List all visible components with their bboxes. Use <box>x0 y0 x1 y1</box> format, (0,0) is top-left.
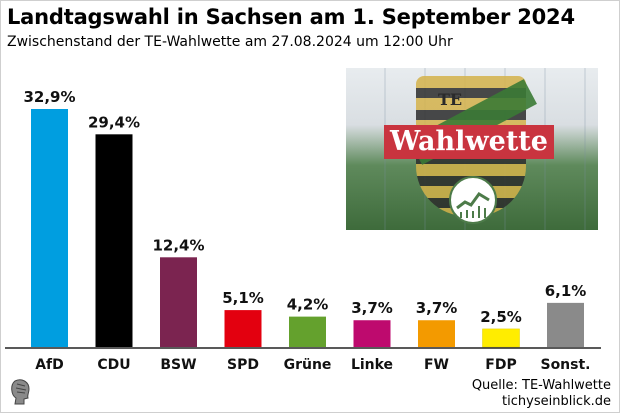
value-label-fdp: 2,5% <box>480 308 522 326</box>
wahlwette-banner: Wahlwette <box>384 125 554 159</box>
bars-group: 32,9% AfD 29,4% CDU 12,4% BSW 5,1% SPD 4,2% Grüne… <box>23 88 590 373</box>
chart-title: Landtagswahl in Sachsen am 1. September … <box>7 5 575 29</box>
te-logo: TE <box>438 90 463 109</box>
value-label-cdu: 29,4% <box>88 113 140 131</box>
value-label-fw: 3,7% <box>416 299 458 317</box>
bar-fw <box>418 320 455 347</box>
source-website: tichyseinblick.de <box>502 394 611 409</box>
wahlwette-promo-image: TE Wahlwette <box>346 68 598 230</box>
tichys-einblick-head-icon <box>7 378 33 408</box>
value-label-gr-ne: 4,2% <box>287 296 329 314</box>
bar-linke <box>353 320 391 347</box>
category-label-afd: AfD <box>35 357 64 373</box>
bar-bsw <box>160 257 197 347</box>
category-label-bsw: BSW <box>160 357 196 373</box>
bar-cdu <box>95 134 133 347</box>
category-label-linke: Linke <box>351 357 393 373</box>
value-label-afd: 32,9% <box>23 88 75 106</box>
value-label-linke: 3,7% <box>351 299 393 317</box>
source-line: Quelle: TE-Wahlwette <box>471 378 611 393</box>
chart-subtitle: Zwischenstand der TE-Wahlwette am 27.08.… <box>7 34 453 50</box>
value-label-bsw: 12,4% <box>152 236 204 254</box>
category-label-sonst: Sonst. <box>540 357 590 373</box>
value-label-sonst: 6,1% <box>545 282 587 300</box>
bar-spd <box>224 310 262 347</box>
category-label-cdu: CDU <box>97 357 130 373</box>
value-label-spd: 5,1% <box>222 289 264 307</box>
category-label-gr-ne: Grüne <box>284 357 332 373</box>
category-label-spd: SPD <box>227 357 259 373</box>
source-note: Quelle: TE-Wahlwette tichyseinblick.de <box>472 378 611 410</box>
bar-sonst <box>547 302 584 347</box>
chart-badge-icon <box>449 176 497 224</box>
category-label-fw: FW <box>424 357 449 373</box>
bar-fdp <box>482 328 520 348</box>
bar-afd <box>31 109 68 347</box>
bar-gr-ne <box>289 316 326 347</box>
category-label-fdp: FDP <box>485 357 516 373</box>
